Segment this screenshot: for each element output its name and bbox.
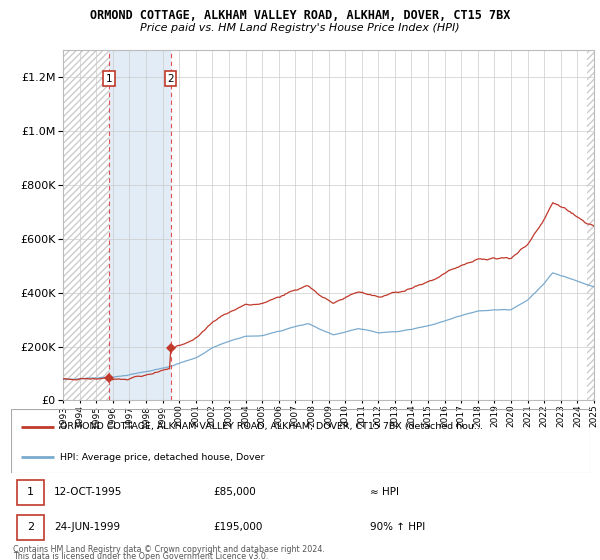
- Text: 2: 2: [167, 74, 174, 83]
- Text: 90% ↑ HPI: 90% ↑ HPI: [370, 522, 425, 533]
- Text: 1: 1: [27, 487, 34, 497]
- Text: 1: 1: [106, 74, 113, 83]
- Text: 24-JUN-1999: 24-JUN-1999: [54, 522, 121, 533]
- Text: £195,000: £195,000: [214, 522, 263, 533]
- Text: This data is licensed under the Open Government Licence v3.0.: This data is licensed under the Open Gov…: [13, 552, 269, 560]
- Text: 2: 2: [27, 522, 34, 533]
- Text: HPI: Average price, detached house, Dover: HPI: Average price, detached house, Dove…: [60, 452, 265, 461]
- Text: ORMOND COTTAGE, ALKHAM VALLEY ROAD, ALKHAM, DOVER, CT15 7BX (detached hou...: ORMOND COTTAGE, ALKHAM VALLEY ROAD, ALKH…: [60, 422, 483, 431]
- Text: 12-OCT-1995: 12-OCT-1995: [54, 487, 122, 497]
- Bar: [109, 50, 170, 400]
- Text: ≈ HPI: ≈ HPI: [370, 487, 399, 497]
- Text: £85,000: £85,000: [214, 487, 256, 497]
- Text: ORMOND COTTAGE, ALKHAM VALLEY ROAD, ALKHAM, DOVER, CT15 7BX: ORMOND COTTAGE, ALKHAM VALLEY ROAD, ALKH…: [90, 9, 510, 22]
- Text: Price paid vs. HM Land Registry's House Price Index (HPI): Price paid vs. HM Land Registry's House …: [140, 23, 460, 33]
- Text: Contains HM Land Registry data © Crown copyright and database right 2024.: Contains HM Land Registry data © Crown c…: [13, 545, 325, 554]
- Bar: [63, 50, 109, 400]
- Bar: [587, 50, 594, 400]
